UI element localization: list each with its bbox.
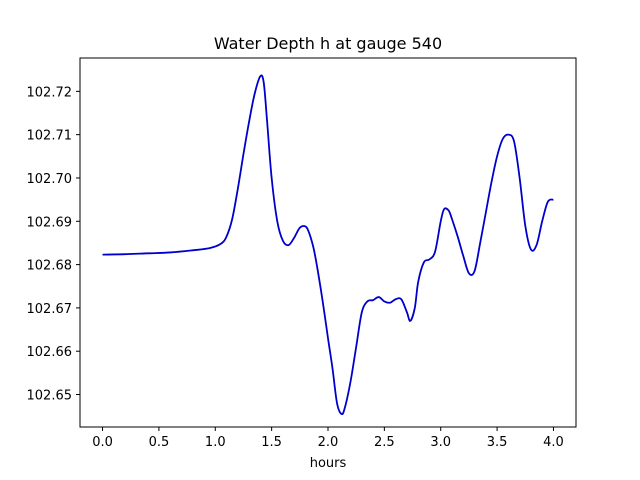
x-tick-label: 4.0 [543,435,564,450]
plot-area [102,74,554,416]
y-axis: 102.65 102.66 102.67 102.68 102.69 102.70 102.… [27,85,80,404]
y-tick-label: 102.66 [27,345,73,360]
y-tick-label: 102.65 [27,389,73,404]
x-axis: 0.0 0.5 1.0 1.5 2.0 2.5 3.0 3.5 4.0 [92,427,564,450]
x-tick-label: 0.5 [149,435,170,450]
y-tick-label: 102.68 [27,259,73,274]
y-tick-label: 102.72 [27,85,73,100]
x-tick-label: 2.0 [318,435,339,450]
y-tick-label: 102.71 [27,129,73,144]
water-depth-series-line [102,74,554,416]
y-tick-label: 102.67 [27,302,73,317]
x-tick-label: 1.5 [261,435,282,450]
chart-title: Water Depth h at gauge 540 [214,34,442,53]
x-tick-label: 0.0 [92,435,113,450]
x-tick-label: 2.5 [374,435,395,450]
x-tick-label: 1.0 [205,435,226,450]
x-tick-label: 3.0 [430,435,451,450]
plot-frame [79,57,577,428]
x-axis-label: hours [310,456,347,471]
y-tick-label: 102.70 [27,172,73,187]
y-tick-label: 102.69 [27,215,73,230]
x-tick-label: 3.5 [487,435,508,450]
